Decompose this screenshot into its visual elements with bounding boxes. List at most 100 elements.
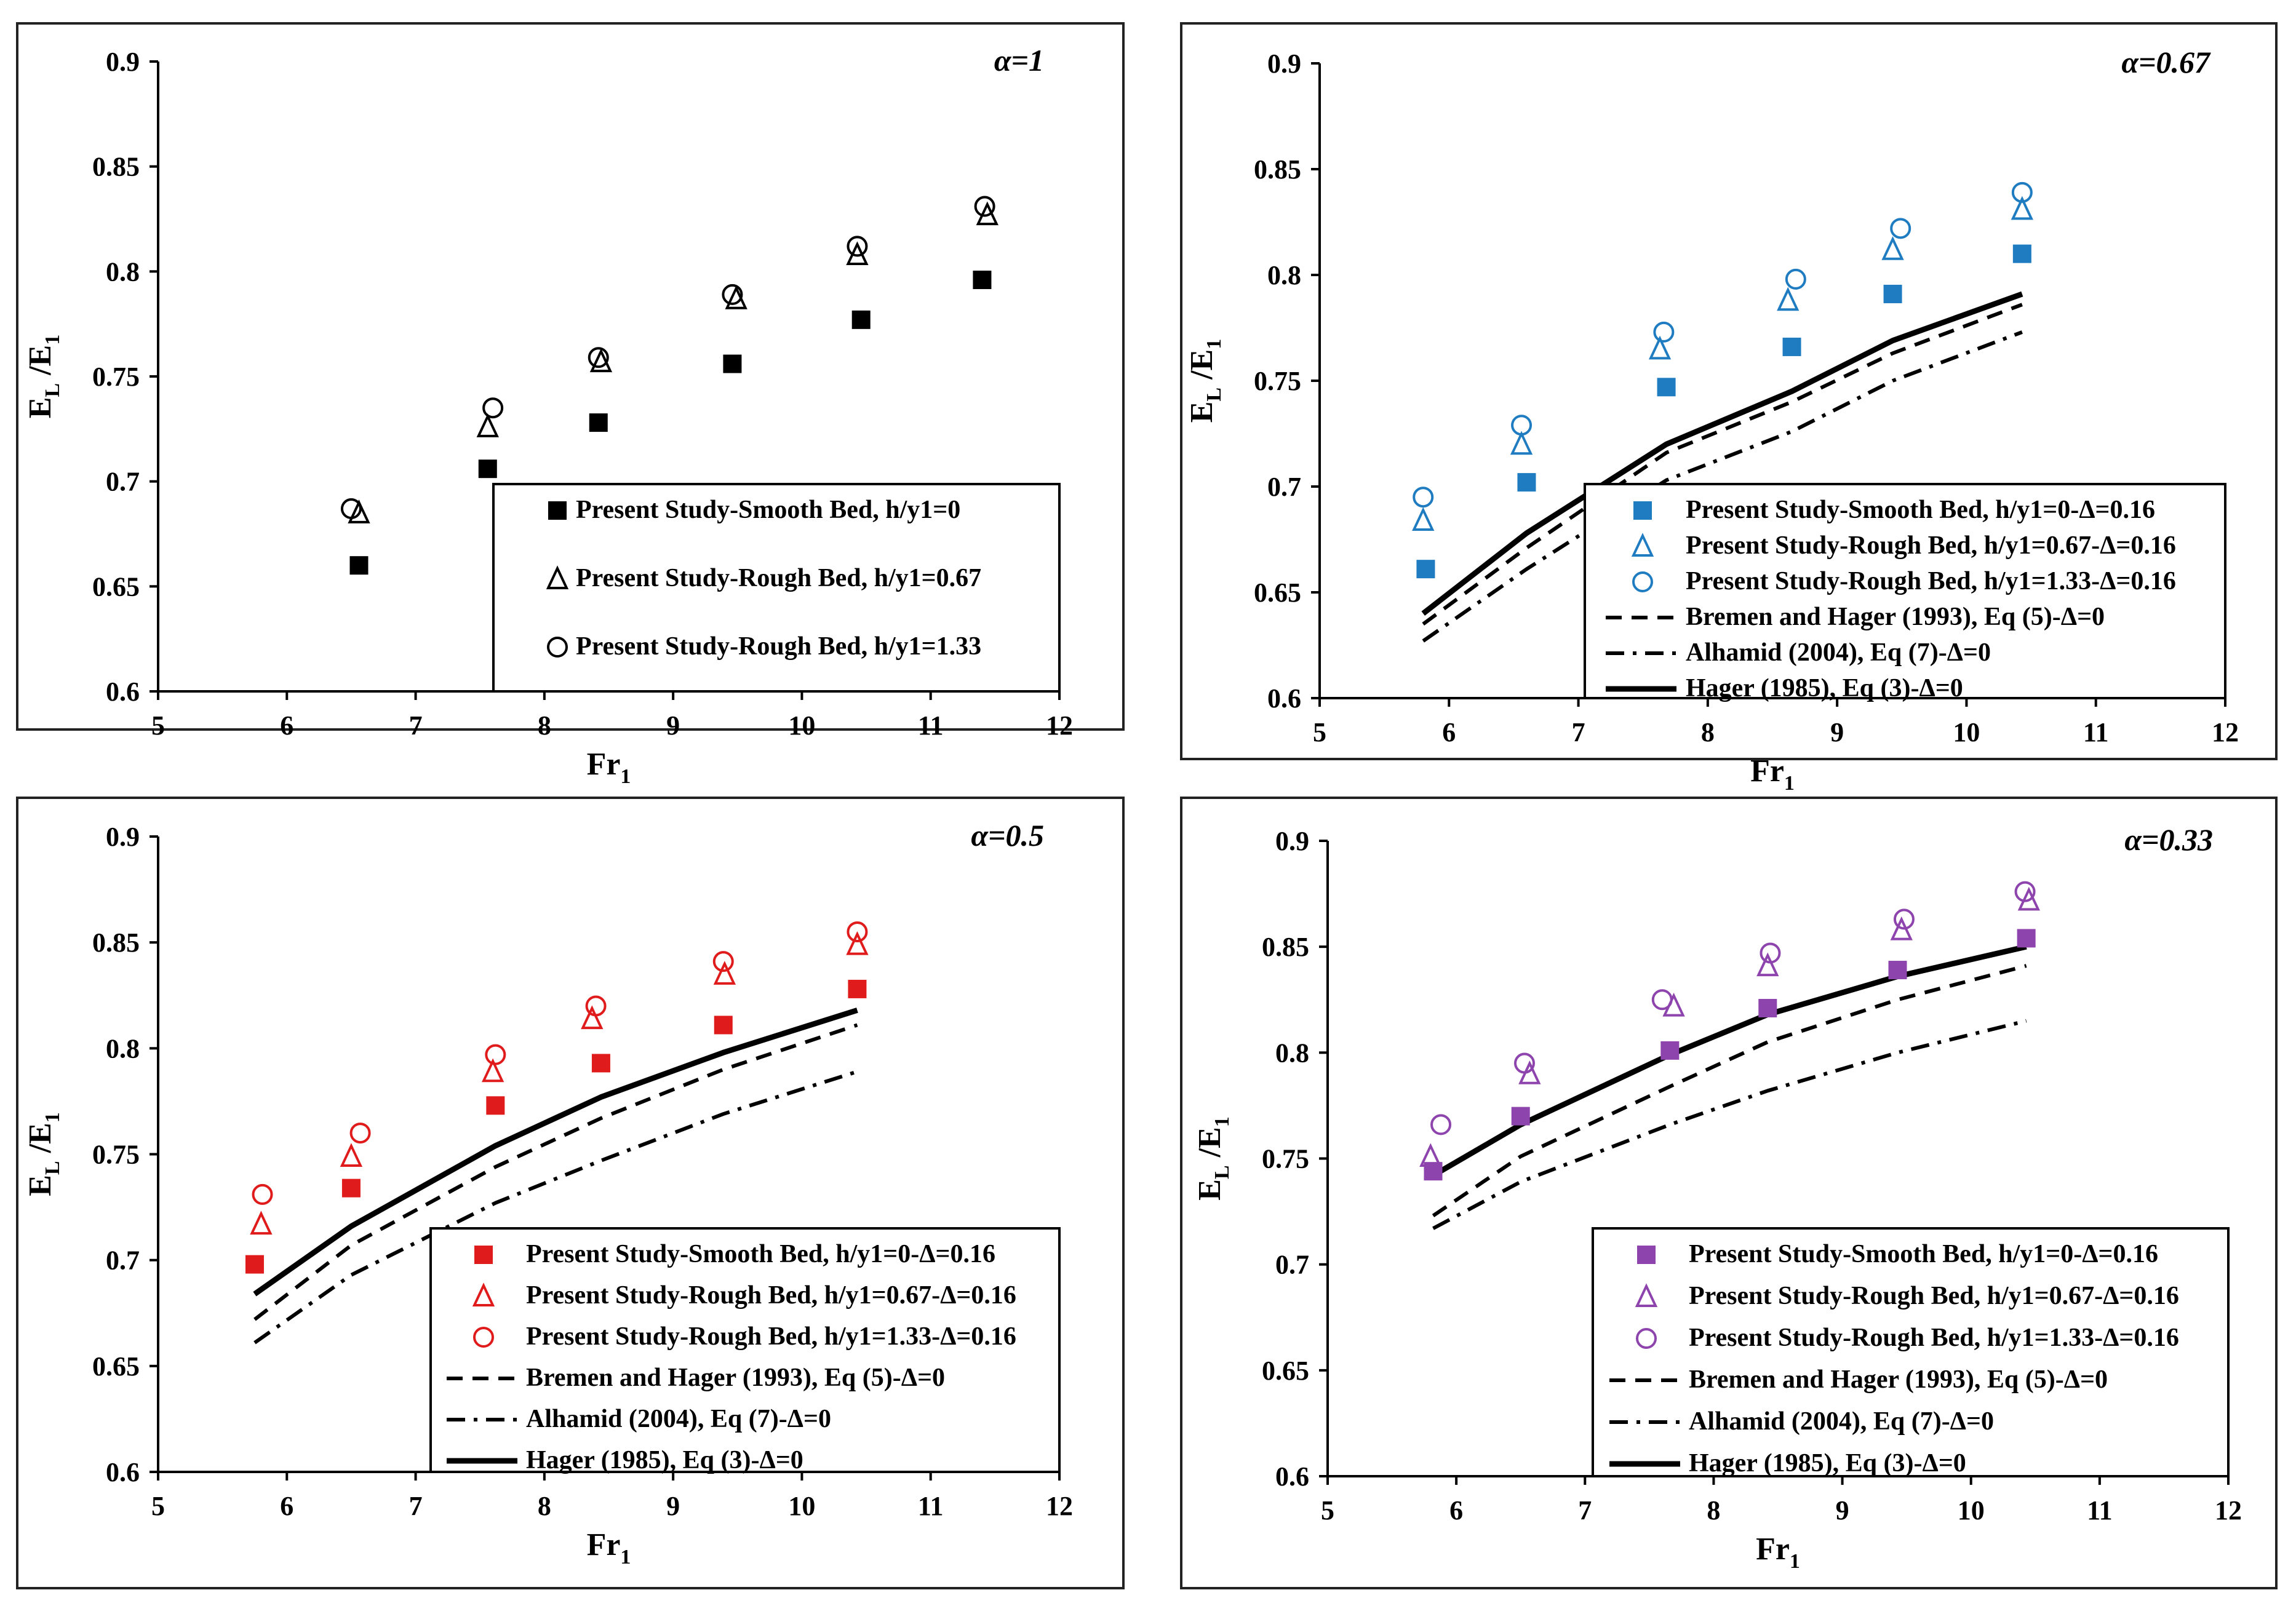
y-axis-title-mid: /E: [23, 1123, 58, 1161]
data-point-circle: [1413, 487, 1434, 508]
data-point-square: [1517, 473, 1536, 492]
x-tick-label: 5: [1313, 717, 1326, 747]
series-line-solid: [1432, 944, 2027, 1178]
data-point-circle: [1785, 268, 1806, 290]
data-point-square: [1416, 560, 1435, 579]
y-tick-label: 0.9: [1275, 826, 1309, 856]
legend-label: Present Study-Rough Bed, h/y1=0.67-Δ=0.1…: [1686, 531, 2176, 560]
y-tick-label: 0.9: [106, 822, 140, 852]
x-tick-label: 9: [1836, 1495, 1849, 1525]
data-point-triangle: [1881, 236, 1904, 260]
y-tick-label: 0.8: [1267, 260, 1301, 290]
x-tick-label: 11: [918, 1491, 944, 1521]
data-point-square: [2012, 244, 2031, 263]
data-point-triangle: [1510, 431, 1533, 455]
data-point-circle: [722, 284, 743, 305]
y-axis-title: EL /E1: [23, 335, 64, 419]
y-tick-label: 0.75: [1254, 366, 1301, 396]
y-tick-label: 0.85: [92, 152, 140, 182]
legend-label: Bremen and Hager (1993), Eq (5)-Δ=0: [526, 1364, 945, 1392]
data-point-circle: [1760, 942, 1781, 964]
x-tick-label: 5: [151, 710, 165, 741]
x-tick-label: 8: [538, 1491, 551, 1521]
x-tick-label: 11: [918, 710, 944, 741]
legend-box: [1592, 1227, 2230, 1477]
x-tick-label: 10: [788, 710, 815, 741]
legend-symbol-circle: [473, 1327, 494, 1348]
data-point-triangle: [1648, 335, 1672, 360]
x-tick-label: 9: [666, 710, 680, 741]
x-tick-label: 12: [2215, 1495, 2242, 1525]
y-axis-title-sub2: 1: [1203, 339, 1226, 349]
data-point-square: [1888, 961, 1907, 980]
x-tick-label: 6: [1442, 717, 1456, 747]
y-tick-label: 0.75: [92, 1140, 140, 1170]
y-tick-label: 0.65: [1262, 1356, 1309, 1386]
series-line-dashed: [1422, 303, 2023, 626]
legend-label: Bremen and Hager (1993), Eq (5)-Δ=0: [1689, 1366, 2108, 1394]
chart-panel-3: 0.60.650.70.750.80.850.95 6 7 8 9 10 11 12Fr1EL…: [16, 797, 1125, 1589]
data-point-square: [848, 979, 867, 998]
data-point-circle: [2014, 881, 2036, 902]
y-tick-label: 0.7: [106, 1246, 140, 1276]
data-point-triangle: [1777, 287, 1800, 311]
data-point-circle: [2011, 181, 2033, 203]
legend-symbol-square: [474, 1246, 493, 1264]
legend-symbol-triangle: [1631, 533, 1654, 557]
x-axis-title-main: Fr: [587, 1527, 621, 1562]
data-point-square: [1660, 1041, 1680, 1060]
legend-symbol-square: [548, 501, 567, 520]
legend-label: Hager (1985), Eq (3)-Δ=0: [1686, 674, 1963, 702]
x-tick-label: 7: [409, 1491, 423, 1521]
y-tick-label: 0.65: [1254, 578, 1301, 608]
y-tick-label: 0.8: [1275, 1038, 1309, 1068]
data-point-triangle: [713, 961, 736, 985]
y-axis-title-sub: L: [1203, 388, 1226, 402]
y-axis-title-main: E: [23, 397, 58, 419]
legend-label: Present Study-Smooth Bed, h/y1=0-Δ=0.16: [526, 1240, 995, 1268]
y-tick-label: 0.7: [1275, 1250, 1309, 1280]
x-tick-label: 6: [280, 710, 293, 741]
data-point-triangle: [1756, 952, 1779, 977]
legend-label: Present Study-Smooth Bed, h/y1=0-Δ=0.16: [1686, 496, 2155, 524]
x-tick-label: 10: [1953, 717, 1980, 747]
data-point-triangle: [481, 1058, 504, 1083]
data-point-triangle: [348, 499, 370, 523]
x-axis-title-sub: 1: [620, 1546, 631, 1568]
data-point-circle: [1430, 1114, 1452, 1135]
y-tick-label: 0.6: [106, 677, 140, 707]
x-tick-label: 9: [666, 1491, 680, 1521]
legend-label: Present Study-Rough Bed, h/y1=0.67-Δ=0.1…: [526, 1281, 1016, 1310]
series-line-dashed: [1432, 964, 2027, 1217]
data-point-triangle: [1419, 1143, 1442, 1167]
data-point-circle: [482, 397, 504, 419]
data-point-triangle: [2017, 886, 2040, 911]
data-point-triangle: [2011, 196, 2033, 220]
data-point-circle: [588, 347, 609, 368]
data-point-square: [349, 556, 369, 575]
y-axis-title-sub2: 1: [41, 335, 64, 345]
data-point-square: [341, 1179, 361, 1198]
legend-box: [1584, 483, 2226, 699]
x-axis-title-main: Fr: [1756, 1532, 1790, 1567]
y-tick-label: 0.8: [106, 1033, 140, 1063]
alpha-label: α=0.5: [971, 818, 1044, 853]
y-tick-label: 0.6: [1267, 683, 1301, 714]
data-point-circle: [340, 498, 362, 520]
y-tick-label: 0.9: [106, 47, 140, 77]
y-tick-label: 0.85: [92, 928, 140, 958]
x-tick-label: 7: [1578, 1495, 1592, 1525]
x-axis-title: Fr1: [1756, 1532, 1800, 1573]
y-tick-label: 0.75: [92, 362, 140, 392]
data-point-circle: [712, 951, 734, 972]
legend-label: Present Study-Rough Bed, h/y1=1.33-Δ=0.1…: [1686, 567, 2176, 595]
legend-label: Present Study-Rough Bed, h/y1=0.67: [576, 564, 981, 592]
y-axis-title-sub: L: [1211, 1165, 1234, 1179]
x-axis-title-sub: 1: [620, 765, 631, 788]
y-tick-label: 0.85: [1262, 932, 1309, 962]
chart-panel-2: 0.60.650.70.750.80.850.95 6 7 8 9 10 11 12Fr1EL…: [1180, 22, 2278, 795]
data-point-triangle: [581, 1005, 604, 1030]
y-axis-title-mid: /E: [1184, 349, 1219, 388]
data-point-square: [1657, 378, 1676, 397]
